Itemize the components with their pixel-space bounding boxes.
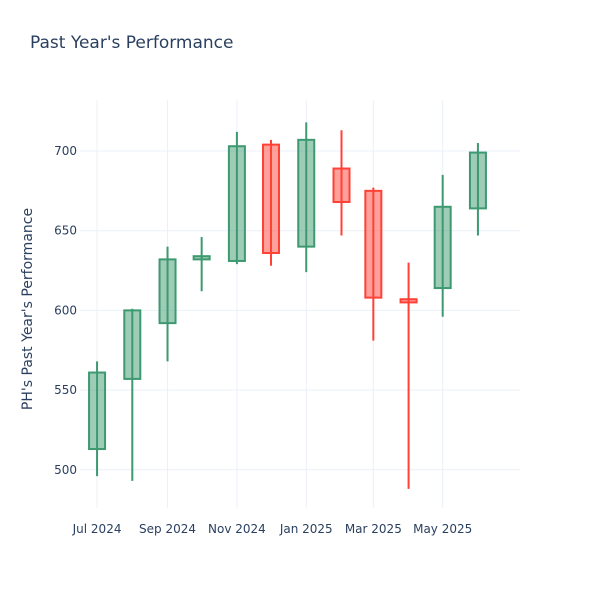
- y-tick-label: 600: [54, 303, 77, 317]
- candle-decreasing[interactable]: [332, 130, 351, 236]
- candle-body: [332, 167, 351, 203]
- x-tick-label: Jul 2024: [72, 522, 122, 536]
- candle-body: [88, 371, 107, 451]
- x-tick-label: Mar 2025: [345, 522, 402, 536]
- candle-body: [227, 145, 246, 262]
- candle-increasing[interactable]: [123, 308, 142, 481]
- candle-increasing[interactable]: [468, 143, 487, 236]
- candle-increasing[interactable]: [192, 237, 211, 292]
- candle-body: [399, 298, 418, 304]
- y-tick-label: 700: [54, 144, 77, 158]
- tick-layer: 500 550 600 650 700 Jul 2024 Sep 2024 Nov 2024 J…: [54, 144, 472, 536]
- candle-body: [123, 309, 142, 380]
- candle-body: [297, 138, 316, 248]
- candle-increasing[interactable]: [227, 131, 246, 265]
- candle-body: [262, 143, 281, 254]
- candle-decreasing[interactable]: [262, 139, 281, 266]
- candle-increasing[interactable]: [297, 122, 316, 273]
- candle-body: [192, 255, 211, 261]
- y-axis-title: PH's Past Year's Performance: [20, 208, 36, 410]
- x-tick-label: May 2025: [413, 522, 472, 536]
- candle-layer: [88, 122, 487, 489]
- y-tick-label: 650: [54, 224, 77, 238]
- candle-increasing[interactable]: [433, 174, 452, 317]
- chart-title: Past Year's Performance: [30, 33, 234, 53]
- y-tick-label: 500: [54, 463, 77, 477]
- candle-body: [364, 189, 383, 299]
- x-tick-label: Sep 2024: [139, 522, 196, 536]
- candle-decreasing[interactable]: [364, 187, 383, 341]
- candle-body: [433, 205, 452, 290]
- candle-body: [158, 258, 177, 325]
- candle-body: [468, 151, 487, 210]
- x-tick-label: Nov 2024: [208, 522, 266, 536]
- candle-increasing[interactable]: [88, 361, 107, 477]
- candle-decreasing[interactable]: [399, 262, 418, 489]
- x-tick-label: Jan 2025: [279, 522, 333, 536]
- y-tick-label: 550: [54, 383, 77, 397]
- candle-increasing[interactable]: [158, 246, 177, 362]
